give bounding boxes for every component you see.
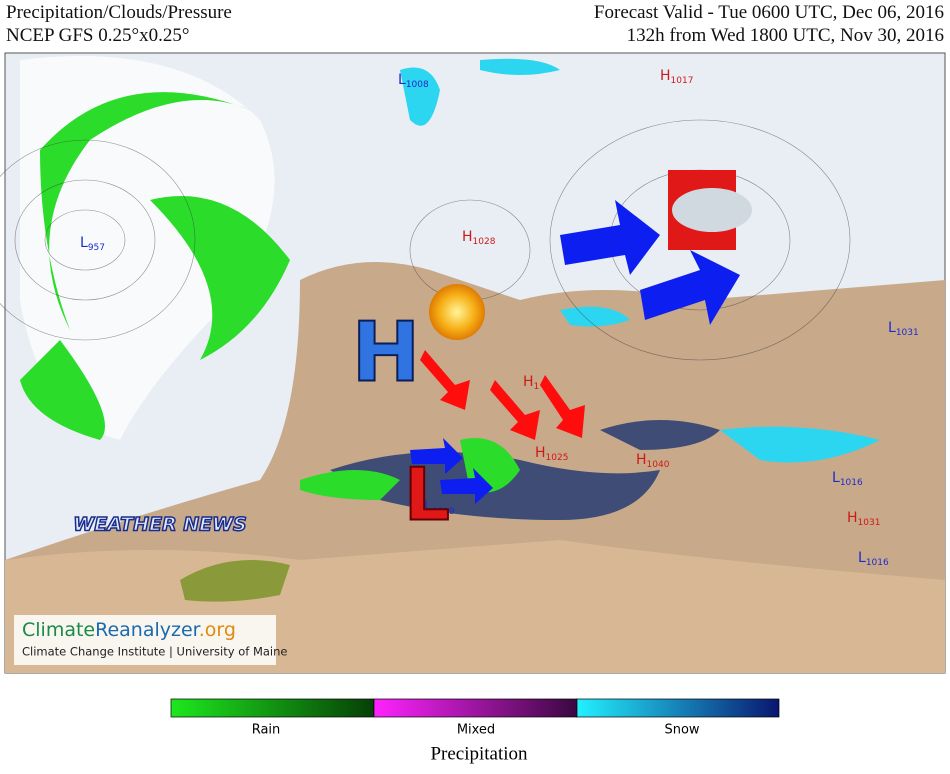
cloud-icon [672,188,752,232]
pressure-label: L1016 [832,470,863,488]
legend: Rain Mixed Snow Precipitation [170,698,780,764]
big-high: H [352,305,421,400]
red-arrows [420,350,585,440]
valid-time: Forecast Valid - Tue 0600 UTC, Dec 06, 2… [593,2,944,23]
pressure-label: L1019 [424,499,455,517]
pressure-label: L1031 [888,320,919,338]
model: NCEP GFS 0.25°x0.25° [6,25,190,46]
pressure-label: H1040 [636,452,670,470]
pressure-label: L1016 [858,550,889,568]
sun-icon [429,284,485,340]
pressure-label: H1025 [535,445,568,463]
island-icon [180,560,290,602]
legend-title: Precipitation [430,743,528,764]
badge: WEATHER NEWS [73,514,246,536]
legend-label: Snow [664,723,699,738]
map [0,52,946,674]
legend-label: Rain [252,723,281,738]
pressure-label: H1028 [462,229,496,247]
pressure-label: L1008 [398,72,429,90]
big-low: L [404,453,450,537]
pressure-label: H1 [523,374,539,392]
pressure-label: L957 [80,235,105,253]
legend-mixed [373,698,578,718]
branding: ClimateReanalyzer.org Climate Change Ins… [14,615,287,665]
overlays: H L WEATHER NEWS [73,170,752,602]
institute: Climate Change Institute | University of… [22,645,287,659]
legend-snow [576,698,780,718]
pressure-label: H1017 [660,68,693,86]
pressure-label: H1031 [847,510,880,528]
site-name: ClimateReanalyzer.org [22,619,236,641]
title: Precipitation/Clouds/Pressure [6,2,232,23]
run-time: 132h from Wed 1800 UTC, Nov 30, 2016 [626,25,944,46]
pressure-labels: L1008 H1017 L957 H1028 L1031 H1 H1025 H1… [80,68,919,568]
legend-label: Mixed [457,723,495,738]
legend-rain [170,698,375,718]
blue-arrows [410,200,740,504]
